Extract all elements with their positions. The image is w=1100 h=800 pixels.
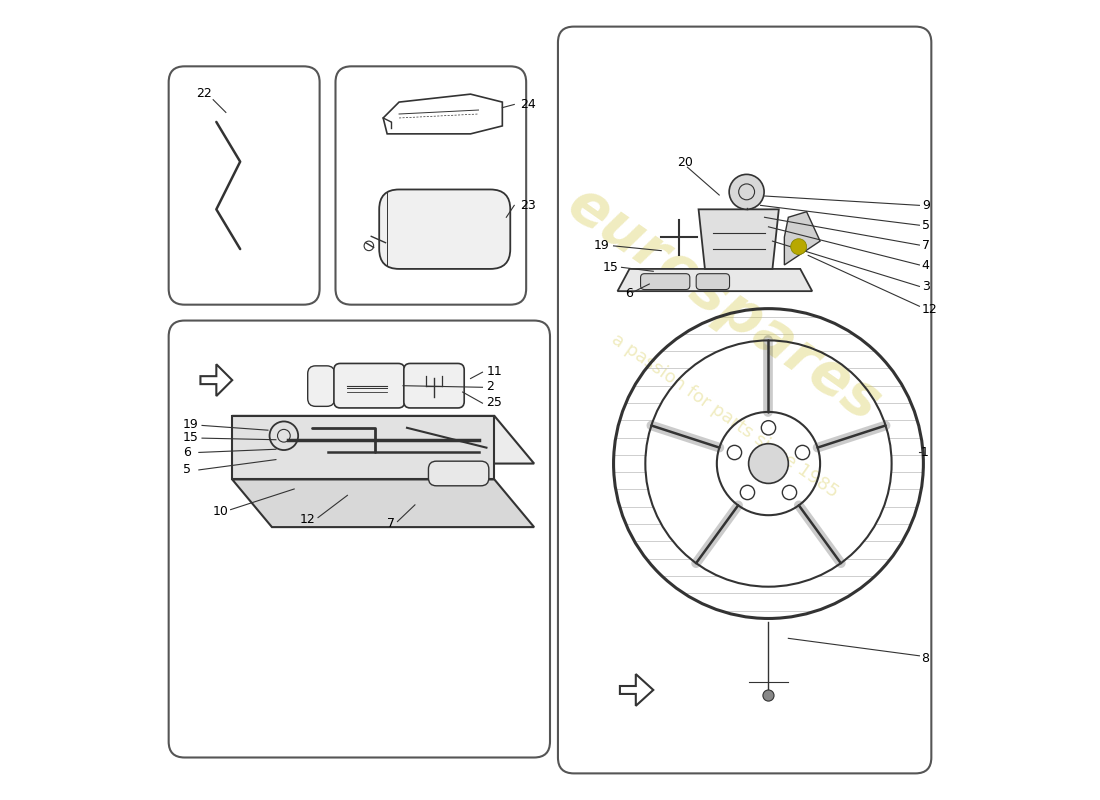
Text: 22: 22 [197,86,212,99]
Text: 23: 23 [520,199,536,212]
Text: 20: 20 [678,156,693,169]
Text: 2: 2 [486,381,494,394]
Text: 12: 12 [922,302,937,316]
Text: 15: 15 [183,431,199,444]
FancyBboxPatch shape [334,363,405,408]
FancyBboxPatch shape [168,66,320,305]
Circle shape [795,446,810,460]
Text: 7: 7 [387,517,395,530]
Polygon shape [698,210,779,269]
Text: 1: 1 [921,446,928,458]
Text: 7: 7 [922,239,930,252]
Text: 6: 6 [625,286,632,300]
Polygon shape [232,416,494,479]
FancyBboxPatch shape [336,66,526,305]
Text: 3: 3 [922,280,930,294]
Text: 19: 19 [594,239,609,252]
Circle shape [749,444,789,483]
Text: 4: 4 [922,259,930,272]
Text: 12: 12 [300,513,316,526]
Text: eurospares: eurospares [558,175,892,434]
Polygon shape [232,479,535,527]
FancyBboxPatch shape [640,274,690,290]
FancyBboxPatch shape [429,461,488,486]
Text: 10: 10 [212,505,228,518]
Text: 25: 25 [486,396,503,410]
Circle shape [740,486,755,500]
Polygon shape [784,212,821,265]
Text: 19: 19 [183,418,199,431]
FancyBboxPatch shape [558,26,932,774]
Circle shape [761,421,776,435]
Text: 11: 11 [486,365,503,378]
Text: a passion for parts since 1985: a passion for parts since 1985 [608,330,842,502]
FancyBboxPatch shape [404,363,464,408]
FancyBboxPatch shape [696,274,729,290]
Text: 24: 24 [520,98,536,110]
Text: 5: 5 [183,463,191,476]
Polygon shape [617,269,812,291]
FancyBboxPatch shape [168,321,550,758]
Text: 6: 6 [183,446,190,458]
Circle shape [782,486,796,500]
Circle shape [727,446,741,460]
FancyBboxPatch shape [379,190,510,269]
Text: 5: 5 [922,219,930,232]
Text: 9: 9 [922,199,930,212]
Text: 8: 8 [921,652,929,665]
Polygon shape [232,416,535,463]
Circle shape [763,690,774,701]
Circle shape [791,238,806,254]
Circle shape [729,174,764,210]
Text: 15: 15 [603,262,618,274]
FancyBboxPatch shape [308,366,334,406]
